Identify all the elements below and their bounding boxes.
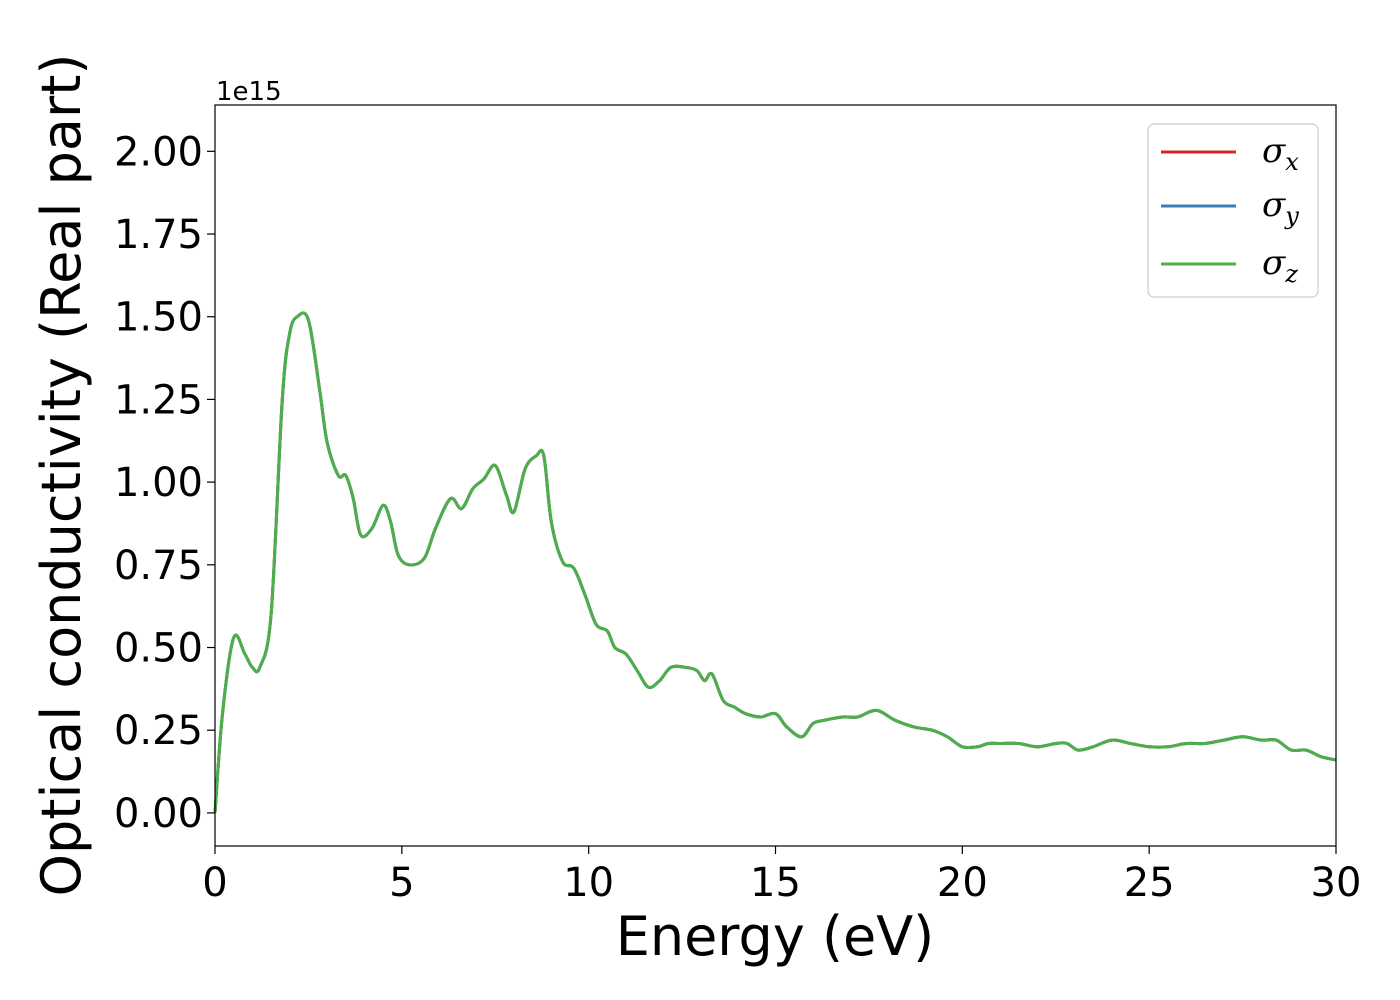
y-tick-label: 1.00 — [114, 460, 203, 506]
x-tick-label: 20 — [937, 860, 988, 906]
x-axis-label: Energy (eV) — [616, 905, 935, 968]
series-line-y — [213, 311, 1337, 814]
series-line-z — [213, 311, 1337, 814]
series-line-x — [213, 311, 1337, 814]
x-tick-label: 30 — [1311, 860, 1362, 906]
y-tick-label: 0.50 — [114, 626, 203, 672]
series-lines — [213, 311, 1337, 814]
y-axis-label: Optical conductivity (Real part) — [30, 54, 93, 897]
y-offset-label: 1e15 — [216, 77, 282, 107]
y-tick-label: 0.00 — [114, 791, 203, 837]
x-tick-label: 25 — [1124, 860, 1175, 906]
y-tick-label: 0.75 — [114, 543, 203, 589]
x-tick-label: 5 — [389, 860, 414, 906]
y-tick-label: 1.50 — [114, 295, 203, 341]
axis-ticks: 0 5 10 15 20 25 30 0.00 0.25 0.50 0.75 1.00 1.25 1.50… — [114, 129, 1362, 906]
plot-frame — [214, 104, 1337, 847]
y-tick-label: 1.75 — [114, 212, 203, 258]
x-tick-label: 0 — [202, 860, 227, 906]
x-tick-label: 15 — [750, 860, 801, 906]
y-tick-label: 0.25 — [114, 708, 203, 754]
x-tick-label: 10 — [563, 860, 614, 906]
legend-box — [1147, 123, 1319, 298]
y-tick-label: 2.00 — [114, 129, 203, 175]
y-tick-label: 1.25 — [114, 377, 203, 423]
